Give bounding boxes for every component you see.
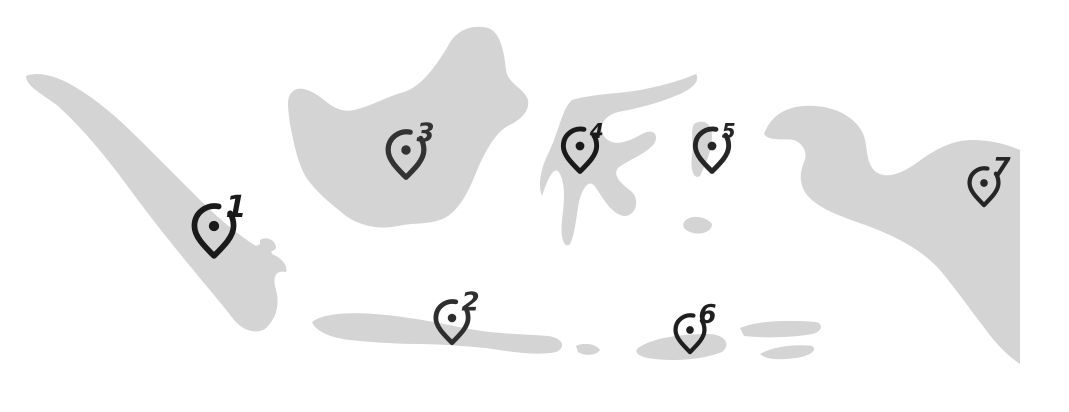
pin-center-dot [208, 220, 220, 232]
land-buru [683, 216, 712, 234]
pin-center-dot [686, 326, 694, 334]
marker-number: 4 [589, 119, 604, 143]
pin-center-dot [401, 145, 411, 155]
marker-number: 7 [993, 153, 1012, 183]
land-papua [764, 105, 1020, 364]
land-timor [760, 345, 815, 360]
land-bangka [260, 238, 276, 252]
pin-center-dot [980, 179, 988, 187]
pin-center-dot [447, 313, 457, 323]
landmasses [26, 26, 1020, 364]
map-pin-icon [673, 313, 707, 355]
land-sumatra [26, 73, 287, 332]
map-marker-7[interactable]: 7 [967, 153, 1012, 208]
land-sulawesi [540, 74, 698, 246]
land-borneo [288, 26, 529, 228]
map-marker-4[interactable]: 4 [560, 119, 604, 174]
land-bali [576, 343, 600, 355]
pin-center-dot [575, 141, 585, 151]
map-pin-icon [385, 129, 427, 180]
land-flores [740, 320, 821, 338]
map-marker-2[interactable]: 2 [433, 287, 480, 346]
region-markers: 1 2 3 4 5 6 7 [191, 119, 1012, 355]
land-java [312, 313, 563, 354]
map-pin-icon [692, 126, 732, 174]
map-marker-6[interactable]: 6 [673, 300, 717, 355]
map-pin-icon [560, 126, 600, 174]
marker-number: 1 [226, 190, 247, 225]
marker-number: 2 [462, 287, 480, 317]
map-marker-1[interactable]: 1 [191, 190, 247, 259]
map-marker-5[interactable]: 5 [692, 119, 736, 174]
map-pin-icon [967, 166, 1001, 208]
map-marker-3[interactable]: 3 [385, 119, 435, 180]
marker-number: 6 [699, 300, 717, 330]
land-lombok-sumbawa [636, 334, 727, 360]
pin-center-dot [707, 141, 717, 151]
map-pin-icon [433, 299, 471, 346]
marker-number: 3 [417, 119, 435, 149]
marker-number: 5 [722, 119, 736, 143]
map-pin-icon [191, 203, 237, 259]
